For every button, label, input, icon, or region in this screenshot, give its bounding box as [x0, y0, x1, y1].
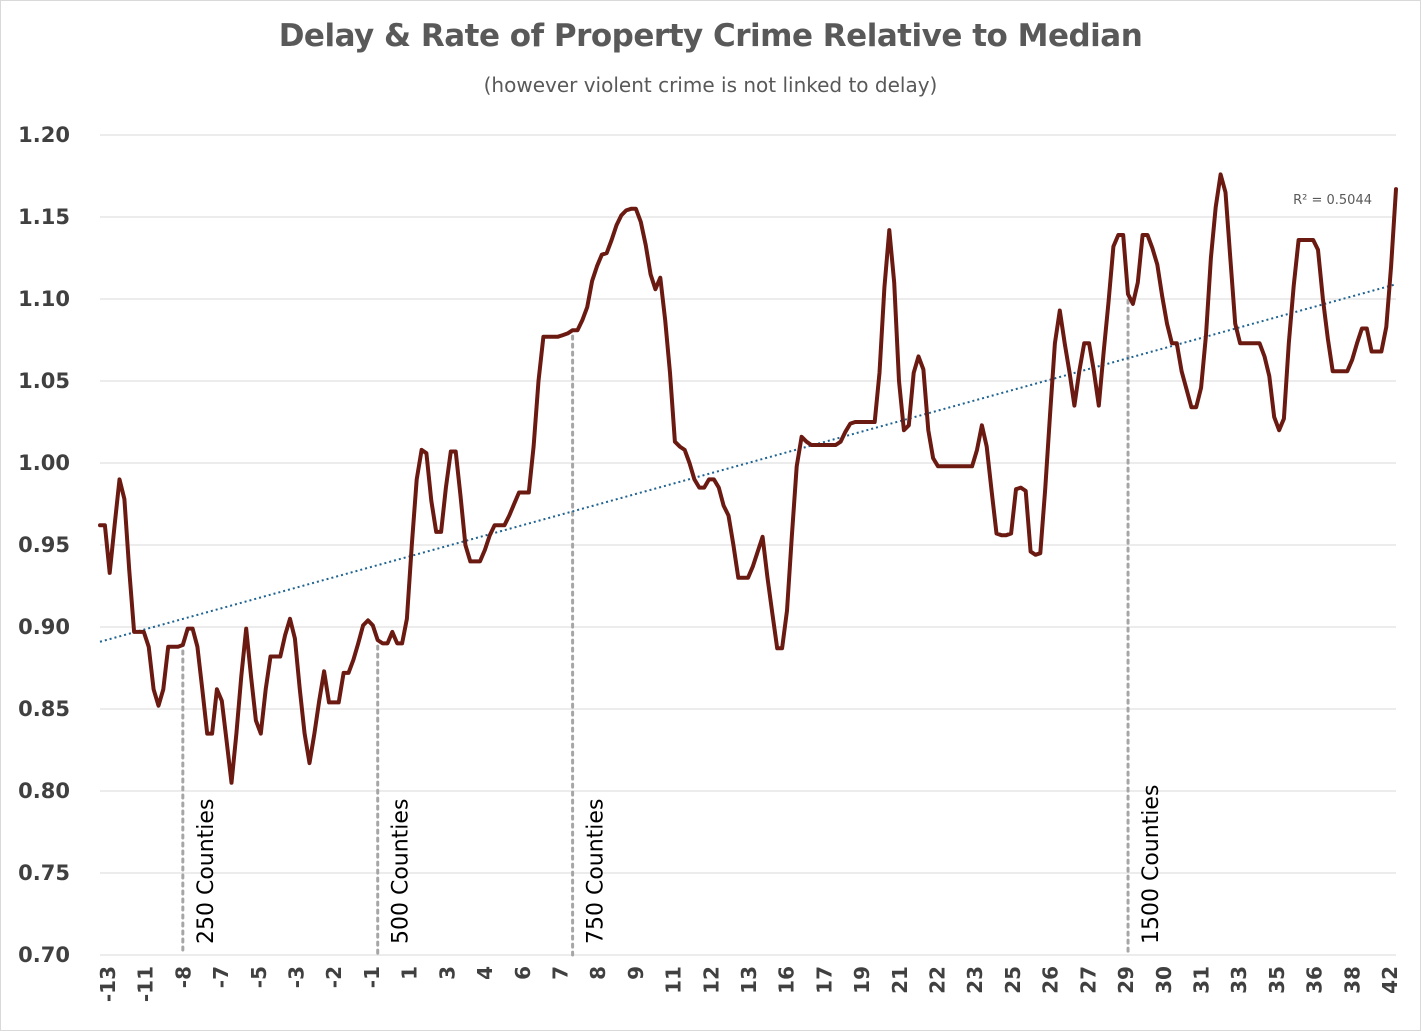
x-tick-label-33: 38: [1340, 966, 1364, 994]
x-tick-label-24: 25: [1001, 966, 1025, 994]
annotation-label-1: 500 Counties: [389, 799, 414, 944]
x-tick-label-20: 19: [850, 966, 874, 994]
x-tick-label-7: -1: [360, 966, 384, 988]
annotation-lines: [181, 298, 1130, 957]
x-axis-ticks: -13 -11 -8 -7 -5 -3 -2 -1 1 3 4 6 7 8 9 11 12 13 16 17 19 21 2…: [96, 966, 1402, 1002]
x-tick-label-30: 33: [1227, 966, 1251, 994]
x-tick-label-34: 42: [1378, 966, 1402, 994]
y-axis-ticks: 0.70 0.75 0.80 0.85 0.90 0.95 1.00 1.05 1.10 1.15…: [18, 123, 70, 967]
x-tick-label-4: -5: [247, 966, 271, 988]
y-tick-label-7: 1.05: [18, 369, 70, 393]
x-tick-label-12: 7: [548, 966, 572, 980]
y-tick-label-4: 0.90: [18, 615, 70, 639]
x-tick-label-0: -13: [96, 966, 120, 1002]
y-tick-label-5: 0.95: [18, 533, 70, 557]
x-tick-label-14: 9: [624, 966, 648, 980]
y-tick-label-2: 0.80: [18, 779, 70, 803]
x-tick-label-3: -7: [209, 966, 233, 988]
annotation-label-3: 1500 Counties: [1139, 785, 1164, 944]
x-tick-label-28: 30: [1152, 966, 1176, 994]
y-tick-label-3: 0.85: [18, 697, 70, 721]
x-tick-label-5: -3: [285, 966, 309, 988]
x-tick-label-8: 1: [398, 966, 422, 980]
x-tick-label-6: -2: [322, 966, 346, 988]
y-tick-label-1: 0.75: [18, 861, 70, 885]
series-line: [98, 172, 1398, 785]
y-tick-label-0: 0.70: [18, 943, 70, 967]
annotation-label-2: 750 Counties: [584, 799, 609, 944]
x-tick-label-15: 11: [662, 966, 686, 994]
y-tick-label-10: 1.20: [18, 123, 70, 147]
x-tick-label-16: 12: [699, 966, 723, 994]
x-tick-label-29: 31: [1189, 966, 1213, 994]
x-tick-label-2: -8: [171, 966, 195, 988]
y-tick-label-6: 1.00: [18, 451, 70, 475]
x-tick-label-32: 36: [1303, 966, 1327, 994]
series-group: [98, 172, 1398, 785]
y-tick-label-9: 1.15: [18, 205, 70, 229]
annotation-label-0: 250 Counties: [194, 799, 219, 944]
x-tick-label-13: 8: [586, 966, 610, 980]
chart-title: Delay & Rate of Property Crime Relative …: [278, 18, 1143, 54]
x-tick-label-26: 27: [1076, 966, 1100, 994]
x-tick-label-19: 17: [812, 966, 836, 994]
y-tick-label-8: 1.10: [18, 287, 70, 311]
x-tick-label-11: 6: [511, 966, 535, 980]
x-tick-label-27: 29: [1114, 966, 1138, 994]
gridlines: [100, 134, 1396, 956]
annotation-labels: 250 Counties 500 Counties 750 Counties 1500…: [194, 785, 1164, 944]
trendline-r2-label: R² = 0.5044: [1293, 193, 1372, 208]
x-tick-label-10: 4: [473, 966, 497, 980]
x-tick-label-22: 22: [926, 966, 950, 994]
x-tick-label-9: 3: [435, 966, 459, 980]
x-tick-label-18: 16: [775, 966, 799, 994]
x-tick-label-25: 26: [1039, 966, 1063, 994]
trendline-group: R² = 0.5044: [99, 193, 1397, 643]
x-tick-label-17: 13: [737, 966, 761, 994]
chart-subtitle: (however violent crime is not linked to …: [483, 73, 938, 97]
x-tick-label-31: 35: [1265, 966, 1289, 994]
x-tick-label-23: 23: [963, 966, 987, 994]
x-tick-label-21: 21: [888, 966, 912, 994]
trendline: [99, 283, 1397, 643]
x-tick-label-1: -11: [134, 966, 158, 1002]
